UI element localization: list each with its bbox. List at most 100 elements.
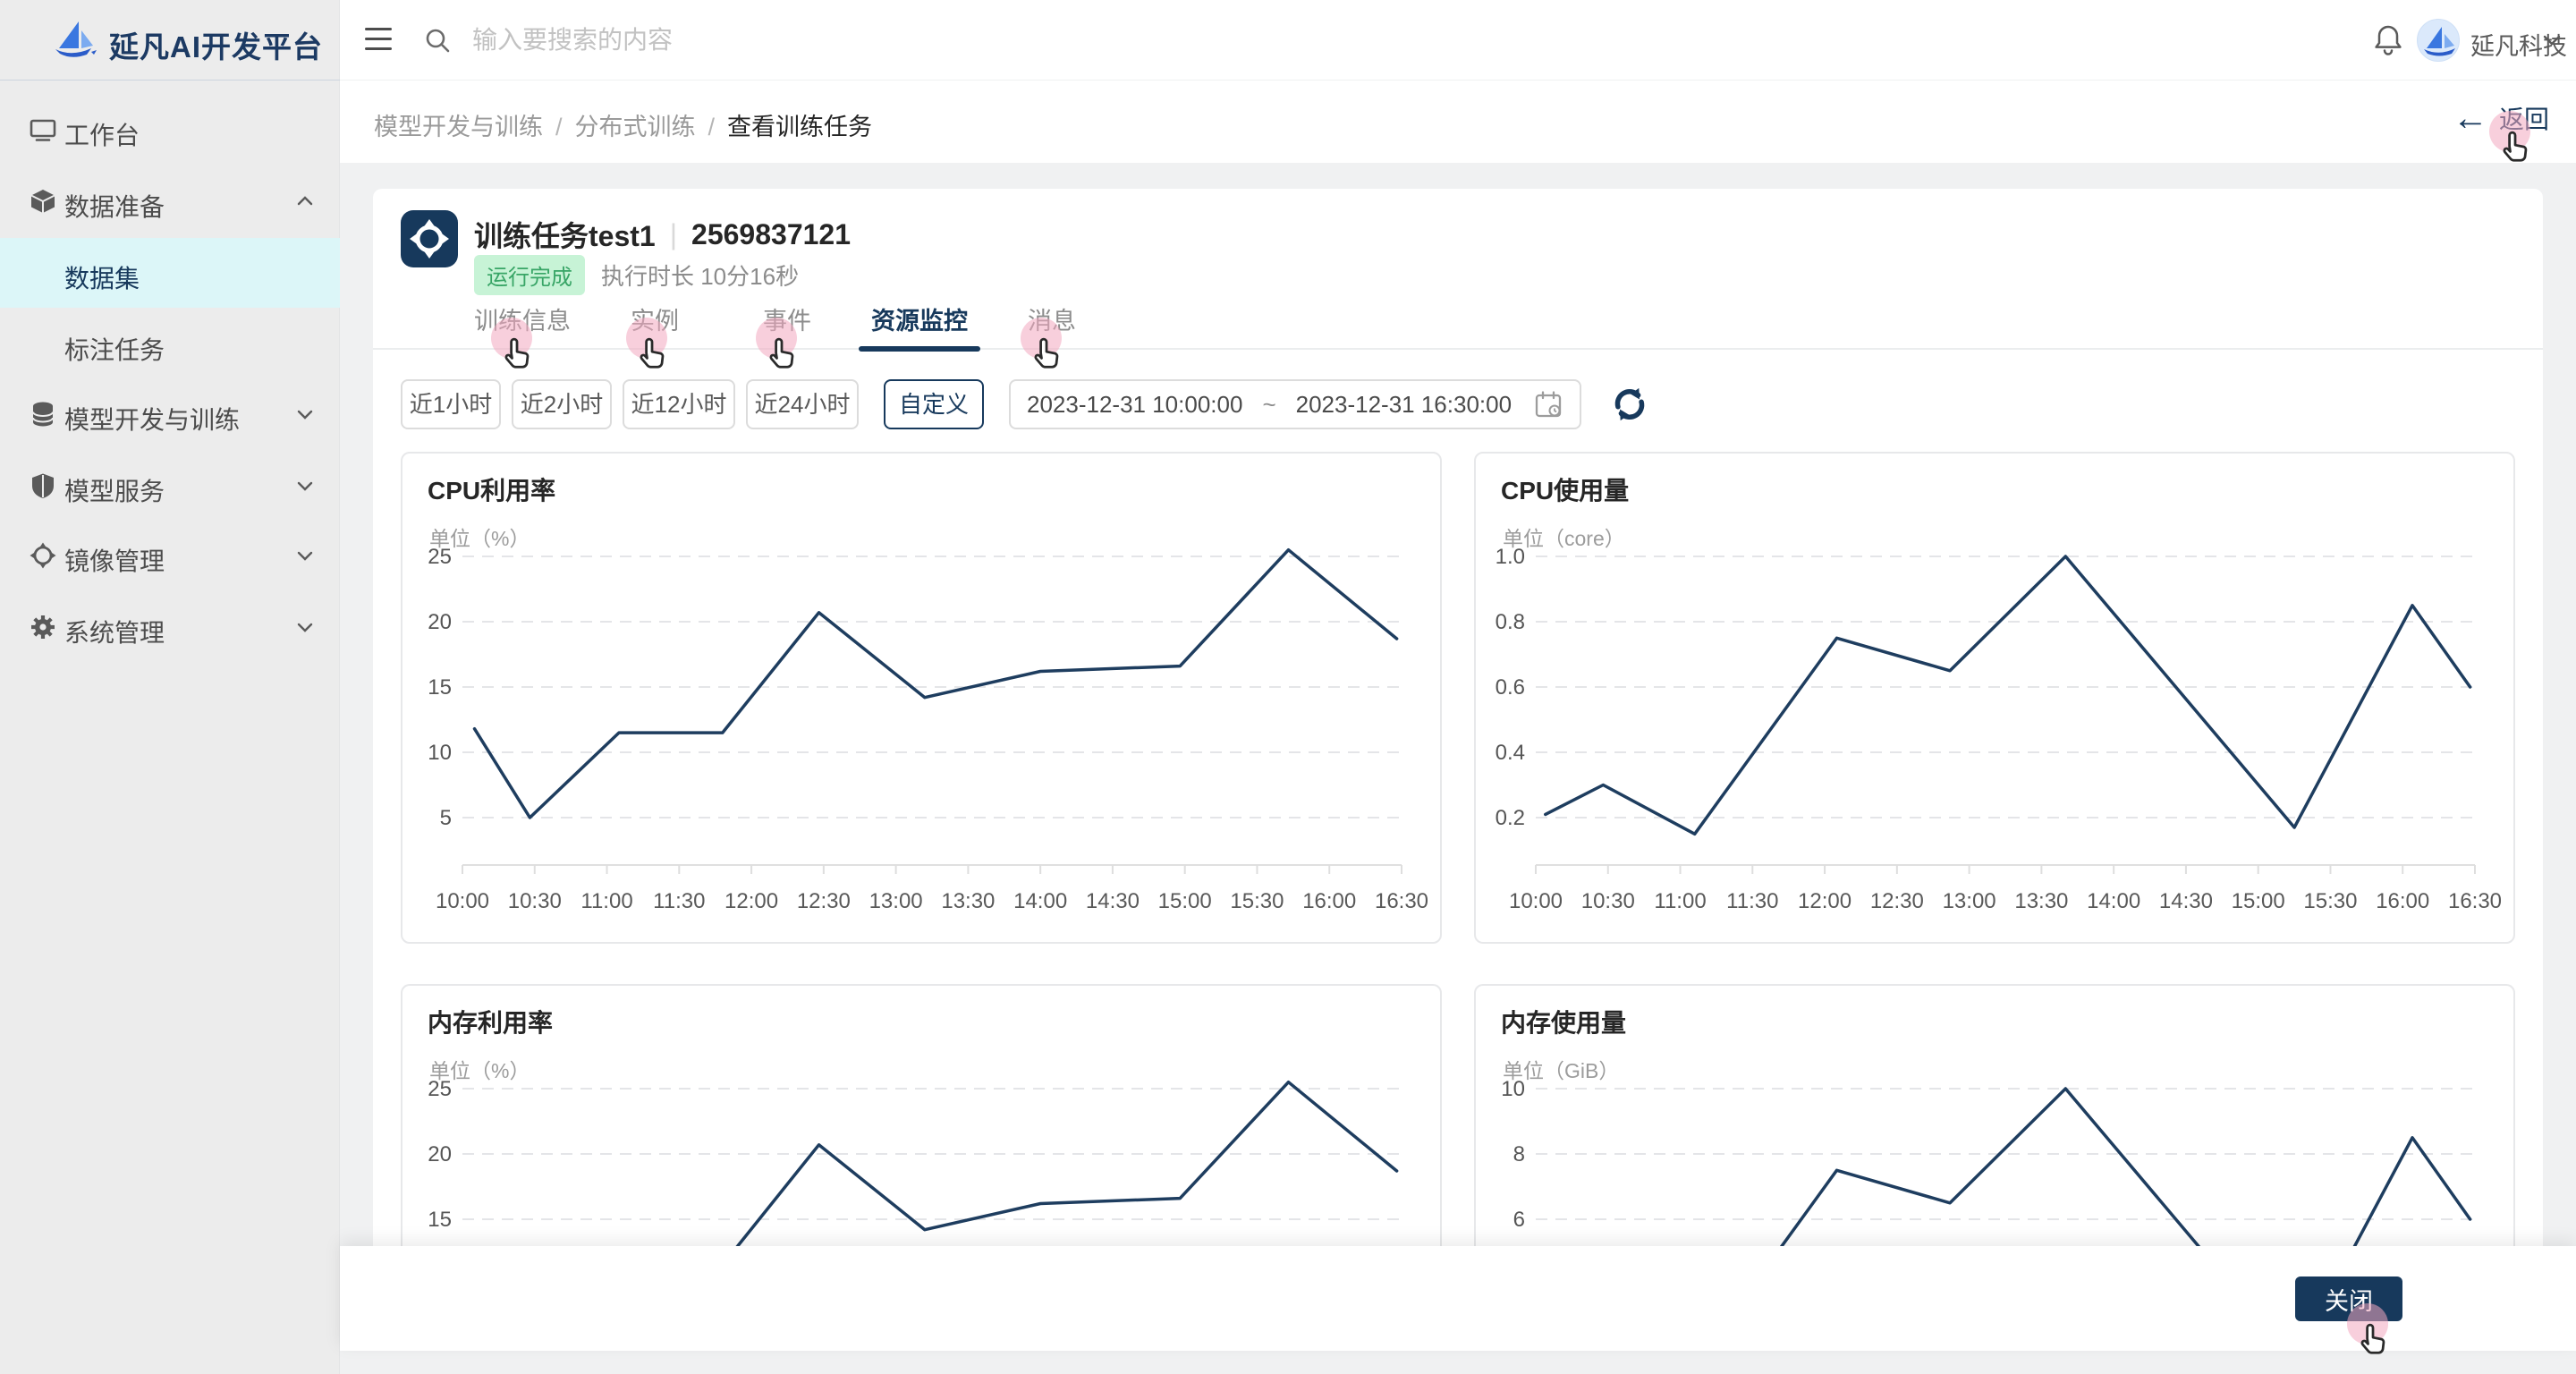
- chevron-down-icon: [297, 623, 313, 632]
- breadcrumb-item[interactable]: 模型开发与训练: [374, 114, 543, 140]
- svg-text:16:00: 16:00: [1302, 889, 1356, 913]
- tab-instances[interactable]: 实例: [589, 303, 721, 350]
- sidebar-item-image-management[interactable]: 镜像管理: [0, 521, 340, 590]
- sidebar-item-label: 数据集: [64, 265, 140, 293]
- app-title: 延凡AI开发平台: [109, 30, 323, 64]
- range-button-custom[interactable]: 自定义: [884, 379, 984, 429]
- svg-text:14:00: 14:00: [2087, 889, 2140, 913]
- date-start: 2023-12-31 10:00:00: [1027, 390, 1243, 418]
- sidebar-item-label: 数据准备: [64, 193, 165, 221]
- chevron-down-icon[interactable]: [2542, 32, 2562, 48]
- chart-card-cpu-utilization: CPU利用率 单位（%） 25 20 15 10 5 10:00 10:30 11:00 11:…: [401, 452, 1442, 944]
- task-meta-row: 运行完成 执行时长 10分16秒: [474, 255, 799, 295]
- breadcrumb-band: 模型开发与训练 / 分布式训练 / 查看训练任务 ← 返回: [340, 81, 2576, 163]
- svg-text:14:00: 14:00: [1013, 889, 1067, 913]
- sidebar-item-model-service[interactable]: 模型服务: [0, 451, 340, 521]
- svg-text:0.2: 0.2: [1496, 806, 1525, 830]
- date-range-picker[interactable]: 2023-12-31 10:00:00 ~ 2023-12-31 16:30:0…: [1009, 379, 1581, 429]
- svg-text:12:30: 12:30: [797, 889, 851, 913]
- database-icon: [32, 402, 54, 427]
- bell-icon[interactable]: [2372, 23, 2404, 57]
- svg-text:10:00: 10:00: [436, 889, 489, 913]
- sidebar-item-annotation-task[interactable]: 标注任务: [0, 310, 340, 379]
- gear-icon: [31, 615, 55, 639]
- svg-text:15: 15: [428, 675, 452, 700]
- svg-text:15:30: 15:30: [2303, 889, 2357, 913]
- back-arrow-icon: ←: [2452, 98, 2488, 138]
- tab-label: 资源监控: [871, 308, 968, 335]
- breadcrumb-item[interactable]: 分布式训练: [574, 114, 696, 140]
- tab-label: 实例: [631, 308, 679, 335]
- date-end: 2023-12-31 16:30:00: [1295, 390, 1513, 418]
- chart-unit-label: 单位（core）: [1503, 527, 1625, 550]
- chart-unit-label: 单位（%）: [429, 1059, 530, 1082]
- org-name[interactable]: 延凡科技: [2470, 33, 2567, 60]
- line-chart-cpu-utilization: 25 20 15 10 5 10:00 10:30 11:00 11:30 12:00 12:30 1…: [428, 545, 1428, 913]
- title-divider: |: [669, 217, 678, 250]
- chart-title: CPU使用量: [1501, 477, 1630, 505]
- tab-label: 训练信息: [474, 308, 571, 335]
- search-input[interactable]: [472, 26, 1188, 55]
- svg-text:20: 20: [428, 610, 452, 634]
- close-button[interactable]: 关闭: [2295, 1276, 2402, 1321]
- sidebar-item-dataset[interactable]: 数据集: [0, 238, 340, 308]
- tab-messages[interactable]: 消息: [986, 303, 1118, 350]
- tab-events[interactable]: 事件: [721, 303, 853, 350]
- svg-text:12:00: 12:00: [724, 889, 778, 913]
- chevron-down-icon: [297, 551, 313, 561]
- chevron-down-icon: [297, 410, 313, 420]
- app-logo-sail-icon: [55, 21, 97, 57]
- range-button-1h[interactable]: 近1小时: [401, 379, 501, 429]
- tab-resource-monitor[interactable]: 资源监控: [853, 303, 986, 352]
- breadcrumb-separator: /: [555, 114, 563, 140]
- monitor-icon: [30, 119, 56, 141]
- svg-text:0.4: 0.4: [1496, 741, 1525, 765]
- svg-text:16:30: 16:30: [2448, 889, 2502, 913]
- sidebar-item-model-dev-training[interactable]: 模型开发与训练: [0, 379, 340, 449]
- svg-text:15: 15: [428, 1208, 452, 1232]
- svg-text:6: 6: [1513, 1208, 1525, 1232]
- date-separator: ~: [1262, 390, 1276, 418]
- range-button-12h[interactable]: 近12小时: [623, 379, 735, 429]
- avatar[interactable]: [2417, 19, 2460, 62]
- sidebar: 延凡AI开发平台 工作台 数据准备 数据集 标注任务 模型开发与训练 模型服务 …: [0, 0, 340, 1374]
- chevron-down-icon: [297, 481, 313, 491]
- tab-training-info[interactable]: 训练信息: [456, 303, 589, 350]
- refresh-icon[interactable]: [1610, 385, 1649, 424]
- task-title-row: 训练任务test1 | 2569837121: [474, 214, 851, 255]
- chart-card-cpu-usage: CPU使用量 单位（core） 1.0 0.8 0.6 0.4 0.2 10:00 10:3…: [1474, 452, 2515, 944]
- chart-unit-label: 单位（%）: [429, 527, 530, 550]
- svg-text:12:30: 12:30: [1870, 889, 1924, 913]
- task-id: 2569837121: [691, 217, 851, 250]
- svg-text:14:30: 14:30: [2159, 889, 2213, 913]
- back-label: 返回: [2498, 106, 2549, 133]
- sidebar-item-label: 模型开发与训练: [64, 406, 241, 434]
- hamburger-menu-icon[interactable]: [365, 28, 392, 51]
- svg-text:0.8: 0.8: [1496, 610, 1525, 634]
- back-button[interactable]: ← 返回: [2453, 100, 2549, 136]
- sidebar-item-workbench[interactable]: 工作台: [0, 95, 340, 165]
- svg-text:10: 10: [428, 741, 452, 765]
- logo-row: 延凡AI开发平台: [0, 0, 340, 81]
- sidebar-item-system-management[interactable]: 系统管理: [0, 592, 340, 662]
- calendar-icon: [1535, 391, 1562, 418]
- task-detail-panel: 训练任务test1 | 2569837121 运行完成 执行时长 10分16秒 …: [373, 189, 2543, 1351]
- chart-unit-label: 单位（GiB）: [1503, 1059, 1620, 1082]
- svg-text:16:00: 16:00: [2376, 889, 2429, 913]
- compass-icon: [30, 542, 56, 569]
- svg-text:13:00: 13:00: [869, 889, 923, 913]
- svg-text:13:00: 13:00: [1943, 889, 1996, 913]
- chart-title: CPU利用率: [428, 477, 556, 505]
- task-type-icon: [401, 210, 458, 267]
- svg-text:11:00: 11:00: [1654, 889, 1706, 913]
- svg-text:11:00: 11:00: [580, 889, 632, 913]
- avatar-sail-icon: [2424, 27, 2455, 56]
- range-button-2h[interactable]: 近2小时: [512, 379, 612, 429]
- svg-text:11:30: 11:30: [1726, 889, 1778, 913]
- tab-label: 消息: [1028, 308, 1076, 335]
- svg-text:20: 20: [428, 1142, 452, 1166]
- active-tab-underline: [859, 346, 980, 352]
- sidebar-item-label: 模型服务: [64, 478, 165, 505]
- range-button-24h[interactable]: 近24小时: [746, 379, 859, 429]
- sidebar-item-data-prep[interactable]: 数据准备: [0, 166, 340, 236]
